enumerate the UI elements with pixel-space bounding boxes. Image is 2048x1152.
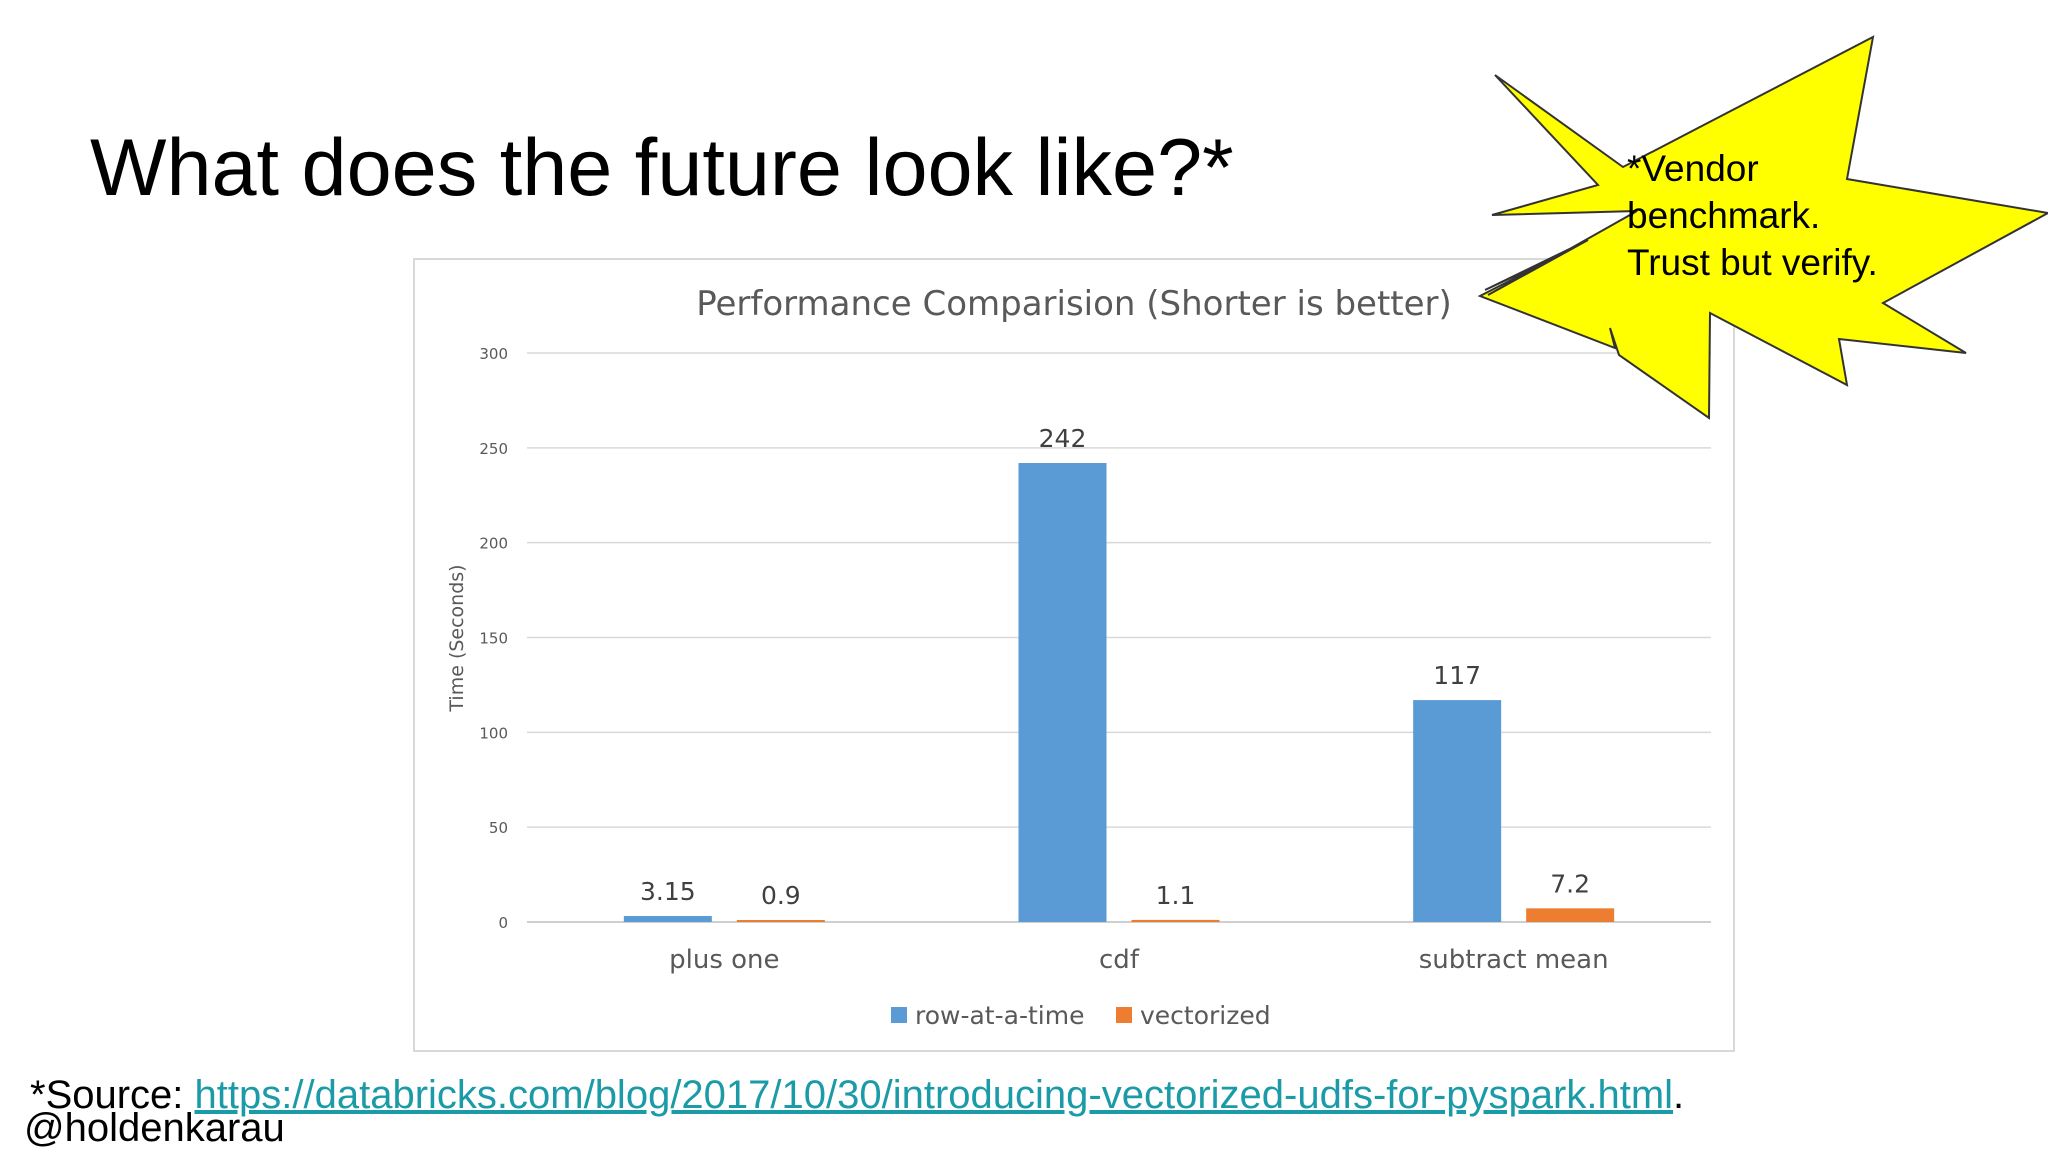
- legend: row-at-a-time vectorized: [891, 1001, 1271, 1030]
- y-axis-label: Time (Seconds): [446, 564, 468, 712]
- x-tick-label: cdf: [1099, 945, 1140, 975]
- legend-swatch: [891, 1007, 907, 1023]
- bar-row-at-a-time: [1413, 700, 1502, 922]
- bar-vectorized: [1131, 919, 1220, 922]
- data-label: 7.2: [1550, 869, 1590, 898]
- bars: [623, 463, 1615, 922]
- source-link[interactable]: https://databricks.com/blog/2017/10/30/i…: [194, 1073, 1674, 1117]
- y-tick-label: 100: [479, 724, 508, 742]
- y-tick-label: 0: [498, 914, 508, 932]
- x-tick-label: subtract mean: [1419, 945, 1609, 975]
- legend-swatch: [1116, 1007, 1132, 1023]
- callout-line: Trust but verify.: [1627, 242, 1878, 283]
- data-label: 0.9: [761, 881, 801, 910]
- y-tick-label: 50: [489, 819, 508, 837]
- data-labels: 3.15 0.9 242 1.1 117 7.2: [640, 424, 1590, 910]
- data-label: 1.1: [1156, 881, 1196, 910]
- bar-vectorized: [736, 920, 825, 922]
- y-tick-label: 200: [479, 535, 508, 553]
- gridlines: [527, 352, 1711, 923]
- y-tick-label: 250: [479, 440, 508, 458]
- data-label: 3.15: [640, 877, 696, 906]
- data-label: 117: [1433, 661, 1481, 690]
- data-label: 242: [1039, 424, 1087, 453]
- y-tick-label: 300: [479, 345, 508, 363]
- starburst-callout: [1477, 35, 2048, 420]
- slide-title: What does the future look like?*: [90, 123, 1234, 213]
- author-handle: @holdenkarau: [24, 1106, 285, 1150]
- bar-row-at-a-time: [623, 916, 712, 922]
- source-suffix: .: [1673, 1073, 1685, 1117]
- y-tick-label: 150: [479, 630, 508, 648]
- bar-row-at-a-time: [1018, 463, 1107, 922]
- callout-line: *Vendor: [1627, 148, 1759, 189]
- y-axis-ticks: 0 50 100 150 200 250 300: [479, 345, 508, 932]
- bar-vectorized: [1526, 908, 1615, 922]
- legend-label: vectorized: [1140, 1001, 1271, 1030]
- callout-line: benchmark.: [1627, 195, 1821, 236]
- source-prefix: *Source:: [30, 1073, 195, 1117]
- callout-text: *Vendor benchmark. Trust but verify.: [1627, 145, 1927, 286]
- x-axis-ticks: plus one cdf subtract mean: [669, 945, 1608, 975]
- legend-label: row-at-a-time: [915, 1001, 1084, 1030]
- source-citation: *Source: https://databricks.com/blog/201…: [30, 1071, 1684, 1119]
- chart-title: Performance Comparision (Shorter is bett…: [696, 284, 1452, 324]
- x-tick-label: plus one: [669, 945, 779, 975]
